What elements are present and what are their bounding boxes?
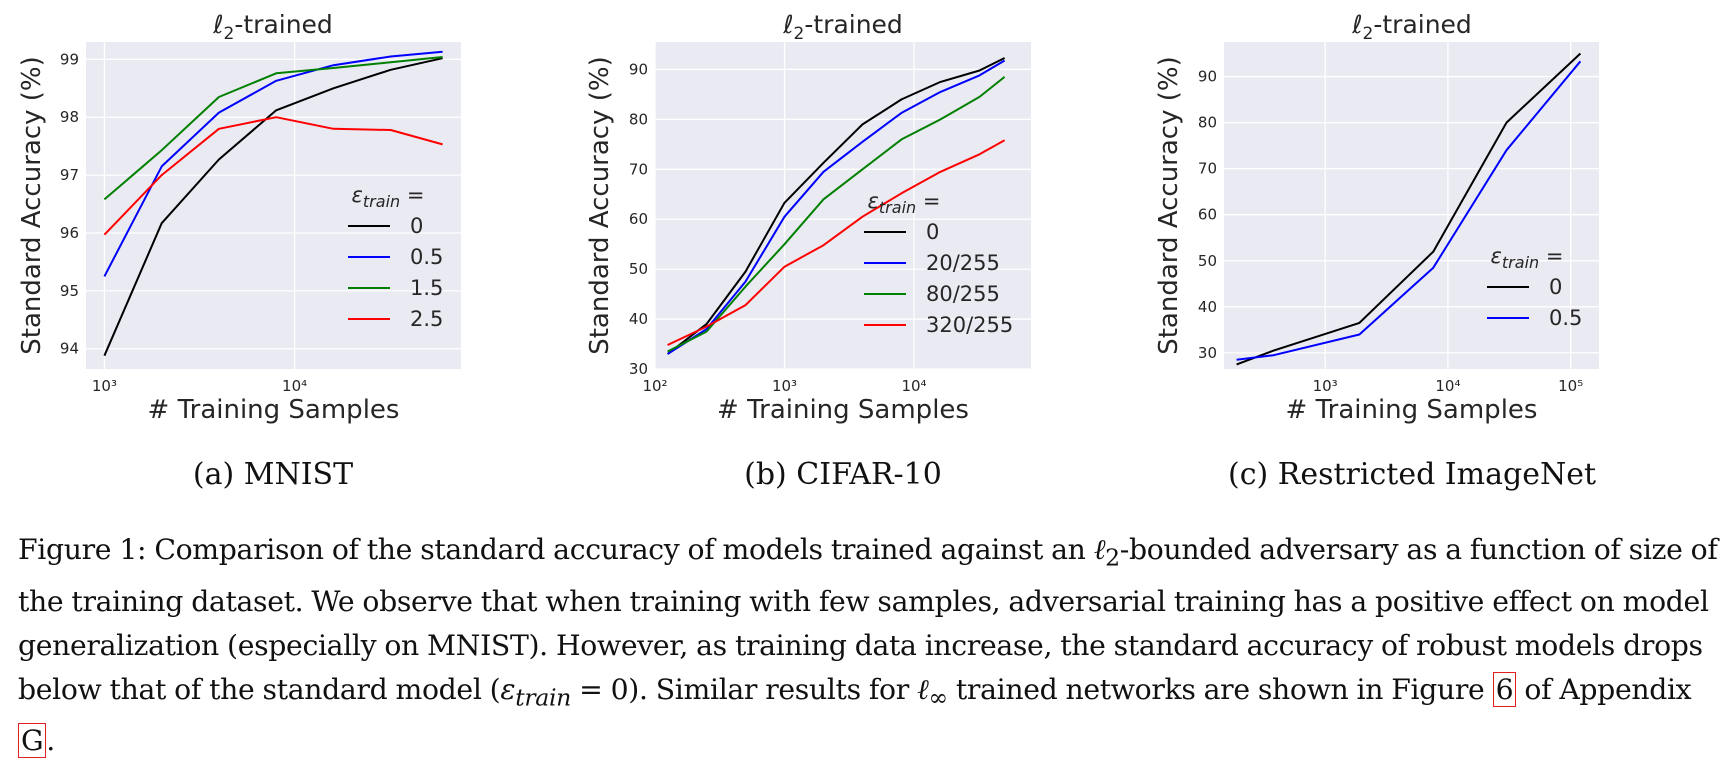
y-tick-label: 40 — [629, 310, 648, 328]
x-tick-label: 10³ — [772, 377, 797, 395]
epsilon-subscript: train — [515, 683, 571, 712]
caption-text-4: trained networks are shown in Figure — [947, 672, 1493, 706]
legend-label: 320/255 — [926, 313, 1013, 337]
y-tick-label: 40 — [1198, 298, 1217, 316]
series-line-2-5 — [103, 116, 443, 236]
legend-label: 0 — [1549, 275, 1562, 299]
plot-background — [1224, 42, 1599, 369]
caption-text-1: Figure 1: Comparison of the standard acc… — [18, 533, 1094, 566]
linf-symbol: ℓ — [917, 672, 929, 706]
series-line-0-5 — [1236, 60, 1582, 361]
y-tick-label: 30 — [629, 360, 648, 378]
chart-panel-2: 30 40 50 60 70 80 90 10² 10³ 10⁴# Training Sample… — [585, 42, 1031, 492]
y-tick-label: 70 — [1198, 160, 1217, 178]
figure-ref-link[interactable]: 6 — [1492, 671, 1517, 707]
legend-label: 0 — [926, 220, 939, 244]
y-axis-label: Standard Accuracy (%) — [17, 56, 47, 355]
y-tick-label: 50 — [629, 260, 648, 278]
subfigure-caption: (a) MNIST — [193, 457, 353, 492]
x-tick-label: 10⁵ — [1558, 377, 1583, 395]
y-axis-label: Standard Accuracy (%) — [585, 56, 615, 355]
x-axis-label: # Training Samples — [717, 395, 969, 425]
y-tick-label: 96 — [60, 224, 79, 242]
legend: 0 0.5 1.5 2.5 — [348, 214, 443, 331]
series-line-0 — [1236, 52, 1582, 366]
l2-subscript: 2 — [1105, 543, 1120, 572]
legend: 00.5 — [1487, 275, 1582, 330]
series-line-1-5 — [103, 56, 443, 201]
y-tick-label: 95 — [60, 282, 79, 300]
legend-title: εtrain = — [1491, 244, 1564, 272]
y-tick-label: 97 — [60, 166, 79, 184]
chart-title: ℓ2-trained — [212, 10, 333, 44]
appendix-ref-link[interactable]: G — [18, 723, 47, 759]
series-line-0-5 — [103, 50, 443, 277]
x-tick-label: 10⁴ — [901, 377, 926, 395]
series-line-320-255 — [667, 139, 1006, 346]
equals-zero: = 0 — [570, 672, 629, 706]
plot-background — [86, 42, 461, 369]
legend: 0 20/255 80/255 320/255 — [864, 220, 1013, 337]
x-tick-label: 10³ — [1313, 377, 1338, 395]
legend-title: εtrain = — [352, 183, 425, 211]
y-tick-label: 30 — [1198, 344, 1217, 362]
chart-title: ℓ2-trained — [1351, 10, 1472, 44]
subfigure-caption: (b) CIFAR-10 — [744, 457, 942, 492]
chart-panel-1: 94 95 96 97 98 99 10³ 10⁴# Training Samples Stan… — [17, 42, 461, 492]
y-axis-label: Standard Accuracy (%) — [1154, 56, 1184, 355]
chart-panel-3: 30 40 50 60 70 80 90 10³ 10⁴ 10⁵ # Training Sample… — [1154, 42, 1599, 492]
legend-label: 0.5 — [410, 245, 443, 269]
legend-title: εtrain = — [868, 189, 941, 217]
legend-label: 0 — [410, 214, 423, 238]
y-tick-label: 60 — [629, 210, 648, 228]
y-tick-label: 90 — [629, 60, 648, 78]
caption-text-3: ). Similar results for — [628, 672, 918, 706]
subfigure-caption: (c) Restricted ImageNet — [1228, 457, 1596, 492]
x-tick-label: 10⁴ — [1435, 377, 1460, 395]
legend-label: 1.5 — [410, 276, 443, 300]
x-axis-label: # Training Samples — [1286, 395, 1538, 425]
legend-label: 80/255 — [926, 282, 1000, 306]
legend-label: 20/255 — [926, 251, 1000, 275]
y-tick-label: 80 — [1198, 114, 1217, 132]
linf-subscript: ∞ — [928, 683, 948, 712]
series-line-0 — [103, 57, 443, 357]
chart-title: ℓ2-trained — [782, 10, 903, 44]
caption-text-2: -bounded adversary as a function of size… — [18, 533, 1718, 706]
y-tick-label: 80 — [629, 110, 648, 128]
x-axis-label: # Training Samples — [148, 395, 400, 425]
y-tick-label: 94 — [60, 340, 79, 358]
series-line-80-255 — [667, 76, 1006, 353]
series-line-0 — [666, 57, 1006, 355]
x-tick-label: 10⁴ — [282, 377, 307, 395]
legend-label: 2.5 — [410, 307, 443, 331]
caption-text-6: . — [46, 724, 55, 758]
epsilon-symbol: ε — [500, 672, 516, 706]
figure-caption: Figure 1: Comparison of the standard acc… — [18, 528, 1718, 763]
y-tick-label: 99 — [60, 50, 79, 68]
series-line-20-255 — [667, 59, 1006, 355]
y-tick-label: 70 — [629, 160, 648, 178]
x-tick-label: 10² — [642, 377, 667, 395]
y-tick-label: 98 — [60, 108, 79, 126]
y-tick-label: 60 — [1198, 206, 1217, 224]
y-tick-label: 90 — [1198, 68, 1217, 86]
x-tick-label: 10³ — [92, 377, 117, 395]
caption-text-5: of Appendix — [1516, 672, 1692, 706]
legend-label: 0.5 — [1549, 306, 1582, 330]
l2-symbol: ℓ — [1093, 533, 1106, 566]
y-tick-label: 50 — [1198, 252, 1217, 270]
